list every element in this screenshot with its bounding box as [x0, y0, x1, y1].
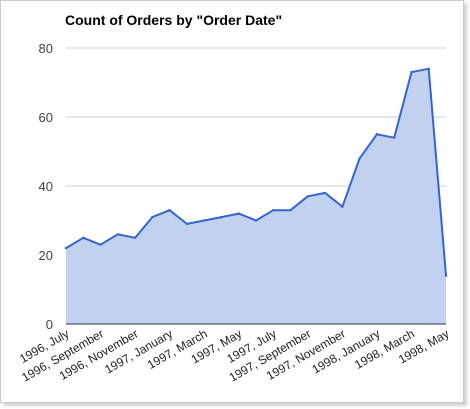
area-chart: Count of Orders by "Order Date" 0 20 40 60 8…	[17, 12, 451, 385]
data-point	[168, 208, 171, 212]
data-point	[237, 212, 240, 215]
data-point	[254, 219, 258, 222]
data-point	[133, 236, 137, 239]
series-layer	[64, 67, 448, 325]
data-point	[64, 246, 68, 250]
data-point	[272, 208, 275, 212]
data-point	[341, 205, 344, 208]
data-point	[410, 70, 413, 74]
data-point	[220, 215, 223, 219]
data-point	[358, 157, 361, 160]
data-point	[444, 274, 448, 277]
data-point	[375, 133, 379, 136]
y-tick-label: 20	[39, 248, 53, 263]
y-tick-label: 80	[39, 41, 53, 56]
data-point	[185, 222, 189, 226]
y-tick-label: 40	[39, 179, 53, 194]
data-point	[99, 243, 102, 246]
data-point	[323, 191, 327, 195]
data-point	[151, 215, 154, 219]
data-point	[306, 195, 310, 198]
data-point	[116, 233, 120, 236]
chart-title: Count of Orders by "Order Date"	[65, 12, 282, 28]
data-point	[82, 236, 85, 239]
data-point	[202, 219, 206, 222]
y-tick-label: 60	[39, 110, 53, 125]
chart-frame: Count of Orders by "Order Date" 0 20 40 60 8…	[0, 0, 464, 403]
y-axis-ticks: 0 20 40 60 80	[39, 41, 53, 332]
area-fill	[66, 68, 446, 324]
data-point	[427, 67, 430, 70]
data-point	[392, 136, 396, 139]
y-tick-label: 0	[46, 317, 53, 332]
data-point	[289, 208, 292, 212]
